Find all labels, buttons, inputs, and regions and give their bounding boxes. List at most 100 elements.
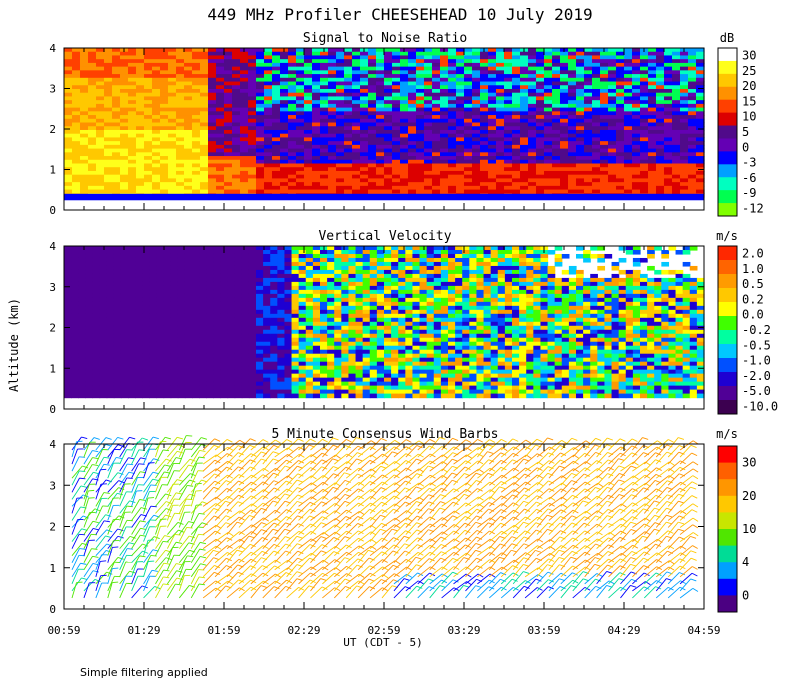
wind-barb	[500, 475, 515, 486]
wind-barb	[500, 543, 513, 556]
wind-barb	[369, 523, 382, 535]
wind-barb	[441, 515, 453, 528]
wind-barb	[596, 487, 608, 500]
wind-barb	[357, 539, 372, 550]
wind-barb	[95, 575, 102, 592]
wind-barb	[572, 445, 585, 458]
wind-barb	[441, 571, 453, 585]
wind-barb	[500, 530, 513, 542]
wind-barb	[560, 551, 573, 564]
wind-barb	[655, 468, 670, 479]
wind-barb	[83, 471, 94, 486]
wind-colorbar-units: m/s	[716, 427, 738, 441]
wind-barb	[548, 536, 561, 549]
wind-barb	[262, 472, 274, 486]
y-tick-label: 1	[49, 362, 56, 375]
wind-barb	[572, 578, 584, 592]
wind-barb	[453, 494, 465, 507]
wind-barb	[488, 522, 501, 535]
wind-barb	[465, 565, 478, 578]
wind-barb	[477, 586, 490, 599]
colorbar-label: -9	[742, 186, 756, 200]
wind-barb	[536, 546, 551, 557]
wind-barb	[632, 546, 646, 557]
wind-barb	[441, 452, 454, 465]
wind-barb	[190, 548, 201, 563]
wind-barb	[512, 439, 526, 451]
wind-barb	[679, 440, 694, 451]
y-tick-label: 2	[49, 521, 56, 534]
wind-barb	[131, 528, 141, 542]
wind-barb	[334, 461, 348, 472]
wind-barb	[178, 435, 187, 451]
wind-barb	[608, 578, 620, 592]
wind-barb	[560, 537, 574, 549]
wind-barb	[274, 543, 286, 556]
wind-barb	[214, 532, 229, 542]
wind-barb	[596, 500, 608, 514]
colorbar-swatch	[718, 316, 737, 331]
colorbar-swatch	[718, 203, 737, 217]
wind-barb	[500, 452, 514, 465]
wind-barb	[441, 501, 454, 514]
wind-barb	[214, 574, 229, 585]
wind-barb	[119, 583, 127, 599]
wind-barb	[131, 477, 138, 493]
wind-barb	[334, 544, 347, 557]
wind-barb	[429, 487, 442, 500]
wind-barb	[250, 529, 262, 542]
wind-barb	[453, 537, 466, 549]
wind-barb	[83, 464, 93, 479]
vv-plot-area	[64, 246, 705, 409]
wind-barb	[83, 534, 92, 549]
wind-barb	[548, 503, 563, 514]
wind-barb	[524, 529, 537, 542]
wind-barb	[119, 542, 130, 556]
wind-barb	[536, 522, 549, 535]
wind-barb	[83, 563, 94, 578]
wind-barb	[333, 487, 347, 500]
wind-barb	[572, 510, 587, 521]
wind-barb	[71, 470, 80, 486]
wind-barb	[524, 574, 539, 585]
colorbar-label: 30	[742, 49, 756, 63]
wind-barb	[190, 470, 199, 486]
wind-barb	[679, 524, 693, 535]
wind-barb	[369, 551, 383, 564]
wind-barb	[584, 475, 598, 486]
wind-barb	[489, 447, 503, 458]
wind-barb	[119, 548, 128, 563]
wind-barb	[357, 496, 371, 507]
wind-barb	[190, 501, 203, 514]
wind-barb	[524, 550, 536, 564]
wind-barb	[286, 508, 299, 521]
wind-barb	[500, 587, 514, 599]
wind-barb	[572, 440, 587, 451]
wind-barb	[620, 529, 632, 542]
wind-barb	[548, 564, 560, 578]
wind-barb	[345, 551, 359, 564]
wind-barb	[274, 465, 286, 479]
wind-barb	[477, 444, 488, 458]
wind-barb	[226, 579, 239, 592]
wind-barb	[274, 500, 286, 514]
wind-barb	[560, 556, 572, 571]
wind-barb	[393, 517, 407, 528]
wind-barb	[643, 543, 656, 556]
wind-barb	[155, 464, 165, 479]
wind-barb	[119, 443, 129, 458]
wind-barb	[393, 453, 407, 465]
wind-barb	[500, 459, 513, 472]
colorbar-swatch	[718, 595, 737, 613]
y-tick-label: 1	[49, 164, 56, 177]
wind-barb	[667, 451, 680, 465]
wind-barb	[322, 546, 336, 557]
wind-barb	[679, 468, 694, 479]
wind-barb	[310, 578, 321, 592]
wind-barb	[166, 547, 173, 563]
wind-barb	[560, 460, 574, 472]
wind-barb	[453, 454, 467, 465]
wind-barb	[572, 530, 585, 542]
wind-barb	[155, 484, 163, 500]
wind-barb	[393, 530, 406, 542]
